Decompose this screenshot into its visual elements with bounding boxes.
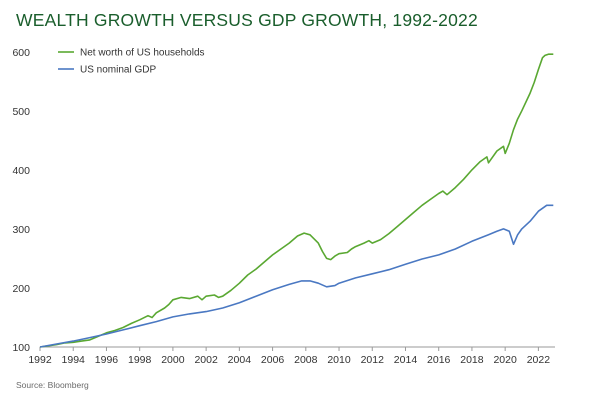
- y-tick-label-500: 500: [12, 106, 30, 118]
- y-tick-label-100: 100: [12, 342, 30, 354]
- y-tick-label-600: 600: [12, 47, 30, 59]
- x-tick-label-1996: 1996: [95, 354, 119, 366]
- x-tick-label-2012: 2012: [361, 354, 385, 366]
- x-tick-label-2014: 2014: [394, 354, 418, 366]
- x-tick-label-2016: 2016: [427, 354, 451, 366]
- legend-label-1: US nominal GDP: [80, 65, 156, 76]
- x-tick-label-1992: 1992: [28, 354, 52, 366]
- x-tick-label-1998: 1998: [128, 354, 152, 366]
- x-tick-label-2004: 2004: [228, 354, 252, 366]
- series-layer: [39, 53, 554, 348]
- legend: Net worth of US households US nominal GDP: [58, 48, 205, 76]
- x-tick-label-2006: 2006: [261, 354, 285, 366]
- x-tick-label-2000: 2000: [161, 354, 185, 366]
- source-note: Source: Bloomberg: [16, 380, 89, 390]
- y-tick-label-200: 200: [12, 283, 30, 295]
- series-line-0: [39, 53, 554, 348]
- x-tick-label-2002: 2002: [194, 354, 218, 366]
- x-tick-label-2022: 2022: [527, 354, 551, 366]
- x-tick-label-2020: 2020: [493, 354, 517, 366]
- x-tick-label-1994: 1994: [62, 354, 86, 366]
- y-tick-label-400: 400: [12, 165, 30, 177]
- x-tick-label-2008: 2008: [294, 354, 318, 366]
- y-tick-label-300: 300: [12, 224, 30, 236]
- chart-title: WEALTH GROWTH VERSUS GDP GROWTH, 1992-20…: [16, 10, 478, 30]
- x-tick-label-2018: 2018: [460, 354, 484, 366]
- legend-label-0: Net worth of US households: [80, 48, 205, 59]
- axes: 1992 1994 1996 1998 2000 2002 2004 2006 2008 2010…: [12, 47, 555, 366]
- series-line-1: [39, 204, 554, 348]
- x-tick-label-2010: 2010: [327, 354, 351, 366]
